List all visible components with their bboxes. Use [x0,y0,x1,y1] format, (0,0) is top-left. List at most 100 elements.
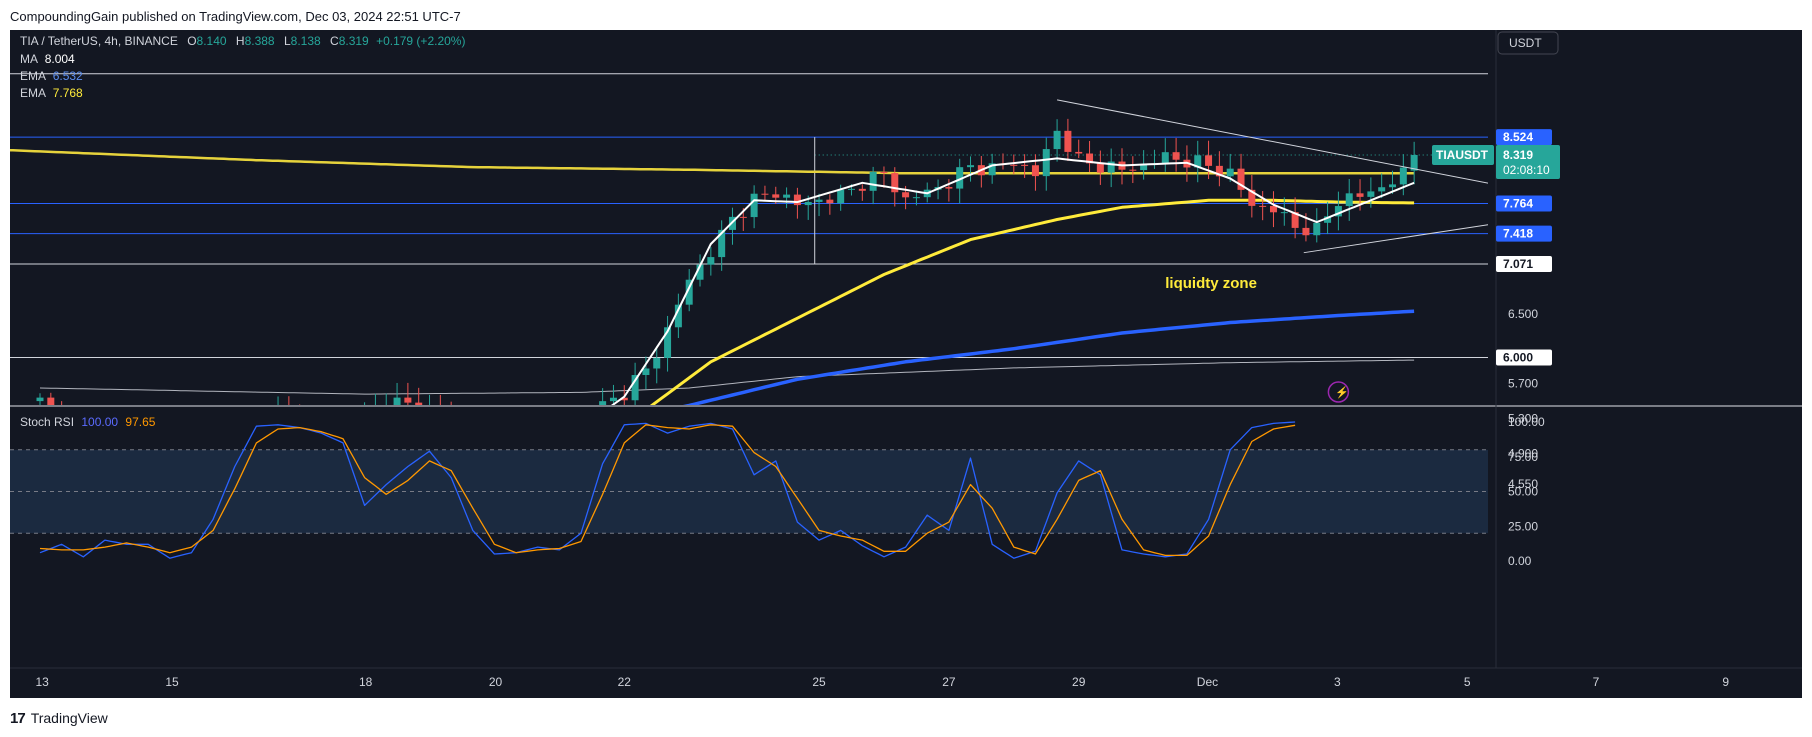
candle-body [1345,193,1353,207]
candle-body [685,279,693,305]
candle-body [393,397,401,405]
candle-body [47,397,55,405]
candle-body [761,193,769,195]
candle-body [1410,155,1418,171]
stoch-legend[interactable]: Stoch RSI 100.00 97.65 [20,415,155,429]
candle-body [1096,163,1104,173]
publisher-text: CompoundingGain published on TradingView… [10,9,461,24]
time-tick-label: 3 [1334,675,1341,689]
candle-body [480,437,487,443]
ema-slow-label: EMA [20,69,46,83]
stoch-tick-label: 0.00 [1508,554,1532,568]
ma-legend[interactable]: MA 8.004 [20,52,75,66]
time-tick-label: 27 [942,675,956,689]
candle-body [848,188,855,190]
candle-body [1334,206,1342,217]
candle-body [653,357,661,369]
candle-body [199,438,206,442]
ema-slow-value: 6.532 [52,69,83,83]
ohlc-l-label: L [283,34,291,48]
ohlc-o-label: O [187,34,197,48]
current-price-badge [1496,145,1560,179]
chart-panel[interactable]: liquidty zone ⚡ USDT 6.500 5.700 5.300 4.900 4.… [10,30,1802,698]
price-tick-label: 5.300 [1508,412,1538,426]
candle-body [783,194,791,198]
candle-body [350,424,357,425]
candle-body [1248,189,1256,206]
ema-mid-legend[interactable]: EMA 7.768 [20,86,83,100]
candle-body [318,420,325,421]
lightning-icon-ring [1327,381,1350,403]
ohlc-o-value: 8.140 [196,34,227,48]
candle-body [880,171,888,174]
candle-body [458,426,465,429]
candle-body [858,188,866,191]
stoch-tick-label: 25.00 [1508,519,1538,533]
candle-body [1031,165,1039,177]
candle-body [307,421,314,436]
candle-body [1259,205,1267,207]
candle-body [609,397,617,402]
candle-body [123,431,130,445]
chart-canvas[interactable]: liquidty zone ⚡ USDT 6.500 5.700 5.300 4.900 4.… [10,30,1802,698]
candle-body [945,187,953,189]
stoch-label: Stoch RSI [20,415,75,429]
candle-body [339,425,346,430]
candle-body [902,192,910,198]
candle-body [967,165,975,168]
time-tick-label: 20 [489,675,503,689]
ema-slow-legend[interactable]: EMA 6.532 [20,69,83,83]
symbol-name[interactable]: TIA / TetherUS, 4h, BINANCE [20,34,178,48]
candle-body [220,427,227,442]
candle-body [804,201,812,206]
time-tick-label: 22 [618,675,632,689]
candle-body [739,216,747,218]
candle-body [469,430,476,443]
candle-body [36,397,44,402]
price-tick-label: 6.500 [1508,307,1538,321]
price-label-text: 7.764 [1503,196,1533,210]
price-label-badge [1496,349,1552,366]
candle-body [253,424,260,425]
candle-body [1215,165,1223,177]
candle-body [556,444,563,445]
candle-body [1237,168,1245,190]
price-label-text: 8.524 [1503,130,1533,144]
candle-body [361,417,368,425]
stoch-tick-label: 50.00 [1508,485,1538,499]
candle-body [567,440,574,443]
candle-body [718,229,726,258]
candle-body [437,410,444,417]
ma-line [610,157,1415,405]
price-label-badge [1496,129,1552,146]
candle-body [329,420,336,430]
ema-mid-line [649,198,1415,405]
candle-body [707,257,715,265]
candle-body [1205,155,1213,166]
price-label-text: 7.071 [1503,257,1533,271]
candle-body [1021,164,1029,166]
candle-body [664,327,672,358]
candle-body [513,439,520,451]
currency-badge [1497,31,1559,55]
price-label-text: 7.418 [1503,227,1533,241]
ohlc-c-label: C [330,34,339,48]
footer-brand[interactable]: TradingView [30,710,108,726]
candle-body [815,199,823,202]
candle-body [912,197,920,199]
candle-body [696,264,704,280]
candle-body [242,423,249,424]
candle-body [793,194,801,206]
candle-body [285,409,292,417]
candle-body [426,410,433,418]
tradingview-logo-icon[interactable]: 17 [10,709,26,727]
candle-body [156,437,163,443]
symbol-legend: TIA / TetherUS, 4h, BINANCE O8.140 H8.38… [20,34,465,48]
candle-body [1324,216,1332,223]
candle-body [826,199,834,204]
candle-body [1161,152,1169,164]
candle-body [415,402,423,405]
stoch-tick-label: 75.00 [1508,450,1538,464]
ohlc-h-value: 8.388 [244,34,275,48]
publisher-bar: CompoundingGain published on TradingView… [0,0,1812,30]
